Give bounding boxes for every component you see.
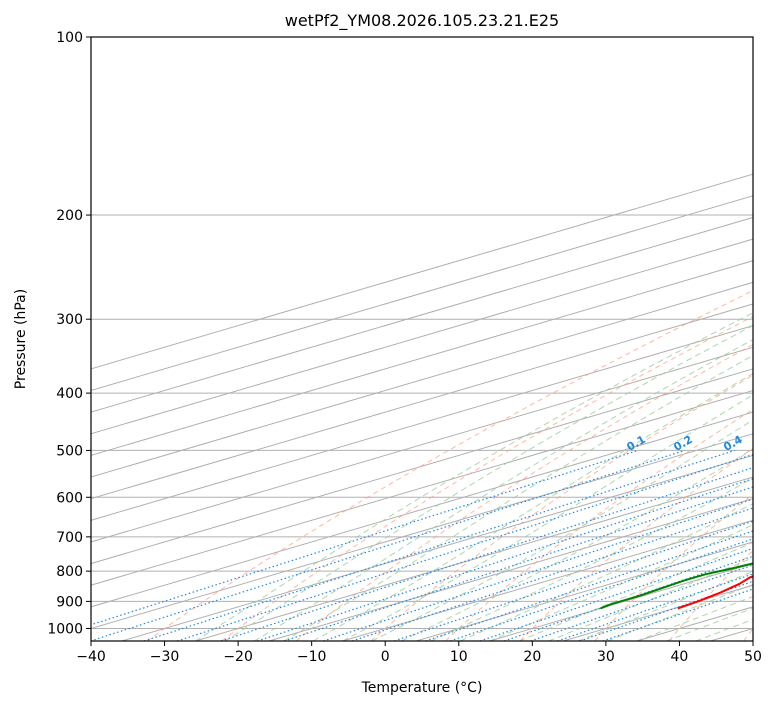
mixing-ratio-line	[91, 449, 685, 641]
dry-adiabat-line	[146, 290, 753, 641]
isotherm-line	[91, 260, 753, 456]
isotherm-line	[91, 411, 753, 608]
x-tick-label: −40	[76, 649, 106, 665]
moist-adiabat-line	[666, 607, 753, 641]
mixing-ratio-line	[449, 538, 753, 641]
moist-adiabat-line	[577, 571, 753, 641]
isotherm-line	[91, 303, 753, 500]
y-tick-label: 700	[56, 530, 83, 546]
isotherm-line	[91, 368, 753, 565]
isotherm-line	[121, 454, 753, 641]
dry-adiabat-line	[743, 627, 753, 641]
x-tick-label: 40	[671, 649, 689, 665]
plot-frame	[90, 36, 754, 642]
dry-adiabat-line	[221, 315, 753, 641]
temperature-line	[677, 575, 753, 610]
isotherm-line	[91, 281, 753, 478]
isotherm-line	[91, 325, 753, 521]
moist-adiabat-line	[283, 354, 753, 641]
dry-adiabat-line	[594, 493, 753, 641]
isotherm-line	[91, 195, 753, 392]
moist-adiabat-line	[460, 503, 753, 641]
mixing-ratio-line	[530, 564, 753, 641]
isotherm-line	[416, 541, 753, 641]
y-tick-label: 300	[56, 312, 83, 328]
mixing-ratio-line	[91, 449, 639, 626]
x-tick-label: −10	[297, 649, 327, 665]
mixing-ratio-line	[220, 467, 753, 641]
x-tick-label: 10	[450, 649, 468, 665]
isotherm-line	[91, 216, 753, 413]
y-tick-label: 100	[56, 30, 83, 46]
y-tick-label: 900	[56, 594, 83, 610]
moist-adiabat-line	[607, 583, 753, 641]
dry-adiabat-line	[519, 447, 753, 641]
x-axis: −40 −30 −20 −10 0 10 20 30 40 50	[76, 641, 762, 665]
mixing-ratio-line	[479, 547, 753, 641]
x-tick-label: −30	[150, 649, 180, 665]
isotherm-line	[342, 519, 753, 641]
x-tick-label: −20	[223, 649, 253, 665]
y-tick-label: 200	[56, 208, 83, 224]
moist-adiabat-line	[430, 477, 753, 641]
dry-adiabat-line	[445, 408, 753, 641]
background-lines	[91, 37, 753, 641]
isotherm-line	[268, 498, 753, 641]
x-tick-label: 50	[744, 649, 762, 665]
mixing-ratio-line	[177, 453, 753, 641]
y-tick-label: 500	[56, 443, 83, 459]
mixing-ratio-line	[283, 486, 753, 641]
moist-adiabat-line	[548, 557, 753, 641]
y-axis: 100 200 300 400 500 600 700 800 900 1000	[47, 30, 91, 637]
x-axis-title: Temperature (°C)	[361, 680, 483, 696]
isotherm-line	[91, 433, 753, 629]
mixing-ratio-line	[602, 588, 753, 641]
y-tick-label: 1000	[47, 621, 83, 637]
dry-adiabat-line	[370, 374, 753, 641]
chart-title: wetPf2_YM08.2026.105.23.21.E25	[285, 11, 559, 31]
x-tick-label: 0	[381, 649, 390, 665]
isotherm-line	[91, 346, 753, 543]
y-tick-label: 800	[56, 564, 83, 580]
moist-adiabat-line	[254, 339, 753, 641]
x-tick-label: 30	[597, 649, 615, 665]
dry-adiabat-line	[668, 550, 753, 641]
moist-adiabat-line	[401, 448, 753, 641]
x-tick-label: 20	[523, 649, 541, 665]
y-tick-label: 600	[56, 490, 83, 506]
moist-adiabat-line	[371, 419, 753, 641]
dry-adiabat-line	[295, 343, 753, 641]
mixing-ratio-line	[394, 520, 753, 641]
y-tick-label: 400	[56, 386, 83, 402]
isotherm-line	[195, 476, 753, 641]
isotherm-line	[91, 173, 753, 370]
isotherm-line	[91, 238, 753, 435]
isotherm-line	[91, 389, 753, 586]
y-axis-title: Pressure (hPa)	[13, 289, 29, 389]
mixing-ratio-line	[257, 478, 753, 641]
moist-adiabat-line	[342, 394, 753, 641]
isotherm-line	[563, 584, 753, 641]
